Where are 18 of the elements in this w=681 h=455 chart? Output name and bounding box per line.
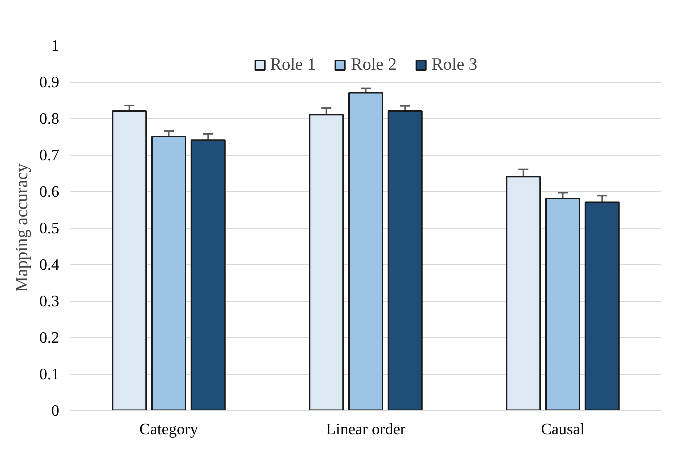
y-tick-label: 0.8 (40, 111, 60, 128)
legend-label: Role 2 (351, 55, 397, 75)
y-tick-label: 0 (52, 403, 60, 420)
x-tick-label: Linear order (326, 422, 406, 438)
y-tick-label: 0.6 (40, 184, 60, 201)
y-tick-label: 0.4 (40, 257, 60, 274)
y-axis-title: Mapping accuracy (12, 163, 32, 292)
y-tick-label: 0.3 (40, 294, 60, 310)
y-tick-label: 0.1 (40, 366, 60, 384)
y-tick-label: 0.7 (40, 148, 60, 164)
legend-label: Role 1 (270, 55, 316, 75)
y-tick-label: 0.9 (40, 74, 60, 92)
x-tick-label: Category (140, 422, 198, 438)
y-tick-label: 1 (52, 38, 60, 55)
y-tick-label: 0.2 (40, 330, 60, 347)
legend-label: Role 3 (432, 55, 478, 75)
y-tick-label: 0.5 (40, 220, 60, 238)
x-tick-label: Causal (541, 422, 586, 438)
